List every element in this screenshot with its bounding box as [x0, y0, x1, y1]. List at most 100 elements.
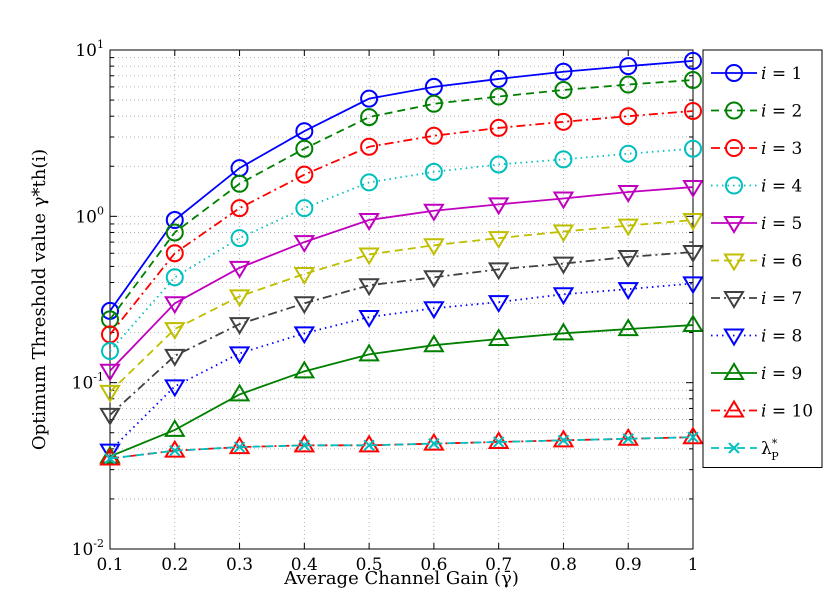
series-point	[684, 139, 702, 158]
series-point	[230, 229, 249, 248]
series-point	[228, 383, 251, 402]
legend-label: i = 1	[761, 64, 802, 84]
series-point	[487, 295, 510, 314]
series-point	[293, 267, 316, 285]
series-point	[554, 112, 573, 131]
series-point	[489, 87, 508, 106]
legend-item: i = 6	[711, 252, 802, 272]
x-tick-label: 0.1	[96, 555, 123, 575]
legend-label: i = 5	[761, 214, 802, 234]
legend-label: λ* P	[761, 437, 779, 463]
legend-item: i = 9	[711, 362, 802, 384]
series-10	[99, 426, 704, 466]
series-point	[423, 203, 445, 222]
series-point	[230, 199, 249, 218]
legend: i = 1 i = 2 i = 3 i = 4 i = 5 i = 6 i = 7 i = 8…	[702, 49, 823, 468]
series-point	[492, 436, 505, 448]
series-point	[164, 322, 186, 341]
series-point	[358, 247, 380, 266]
series-point	[358, 310, 380, 328]
series-3	[101, 101, 702, 344]
series	[99, 51, 704, 466]
series-point	[622, 433, 634, 445]
series-line	[109, 282, 694, 452]
series-point	[228, 289, 251, 308]
series-point	[428, 437, 440, 450]
legend-marker	[723, 216, 745, 234]
series-line	[109, 59, 694, 312]
series-point	[487, 197, 510, 216]
series-point	[489, 118, 508, 137]
series-line	[109, 79, 694, 320]
series-point	[293, 434, 316, 453]
series-point	[99, 407, 121, 426]
series-point	[684, 71, 702, 90]
legend-item: i = 1	[711, 64, 802, 84]
series-point	[293, 235, 316, 254]
legend-item: i = 8	[711, 327, 802, 347]
legend-marker	[723, 291, 745, 309]
series-11	[104, 431, 699, 465]
y-tick-label: 10-2	[72, 537, 104, 560]
series-point	[557, 434, 570, 447]
series-point	[554, 150, 573, 169]
series-point	[552, 256, 575, 275]
series-line	[109, 324, 694, 458]
series-line	[109, 110, 694, 335]
legend-label: i = 9	[761, 364, 802, 384]
legend-item: λ* P	[711, 437, 779, 463]
legend-label: i = 10	[761, 402, 813, 422]
series-point	[233, 441, 246, 453]
series-point	[684, 101, 702, 120]
series-point	[358, 278, 380, 297]
series-1	[101, 51, 702, 320]
legend-label: i = 6	[761, 252, 802, 272]
series-point	[619, 107, 638, 126]
ticks	[109, 50, 694, 550]
series-point	[164, 296, 186, 315]
series-point	[363, 439, 375, 452]
series-point	[682, 314, 704, 333]
x-tick-label: 1	[688, 555, 699, 575]
legend-marker	[723, 253, 745, 272]
series-point	[687, 431, 699, 443]
series-point	[682, 213, 704, 231]
legend-marker	[725, 64, 743, 82]
legend-item: i = 7	[711, 289, 802, 309]
series-point	[295, 139, 314, 158]
series-point	[554, 62, 573, 81]
series-point	[165, 244, 184, 263]
series-point	[169, 444, 181, 457]
y-tick-label: 10-1	[72, 371, 104, 394]
series-point	[164, 418, 186, 437]
series-point	[295, 165, 314, 184]
series-line	[109, 251, 694, 416]
series-point	[423, 301, 445, 320]
series-6	[99, 213, 704, 403]
series-point	[101, 342, 119, 361]
legend-item: i = 5	[711, 214, 802, 234]
legend-marker	[725, 139, 743, 157]
series-point	[298, 439, 311, 452]
series-point	[489, 69, 508, 88]
series-point	[487, 328, 510, 347]
series-point	[487, 262, 510, 281]
x-axis-label: Average Channel Gain (γ̄)	[283, 568, 519, 589]
series-point	[423, 334, 445, 353]
series-point	[293, 296, 316, 315]
legend-label: i = 4	[761, 177, 802, 197]
series-point	[165, 268, 184, 287]
legend-label: i = 7	[761, 289, 802, 309]
grid	[110, 50, 693, 549]
series-line	[109, 219, 694, 393]
series-point	[424, 94, 443, 113]
series-point	[617, 218, 639, 237]
series-point	[230, 174, 249, 193]
x-tick-labels: 0.1 0.2 0.3 0.4 0.5 0.6 0.7 0.8 0.9 1	[96, 555, 698, 575]
legend-marker	[728, 442, 740, 454]
series-point	[617, 249, 639, 268]
series-2	[101, 71, 702, 329]
legend-label: i = 2	[761, 102, 802, 122]
series-point	[228, 317, 251, 336]
